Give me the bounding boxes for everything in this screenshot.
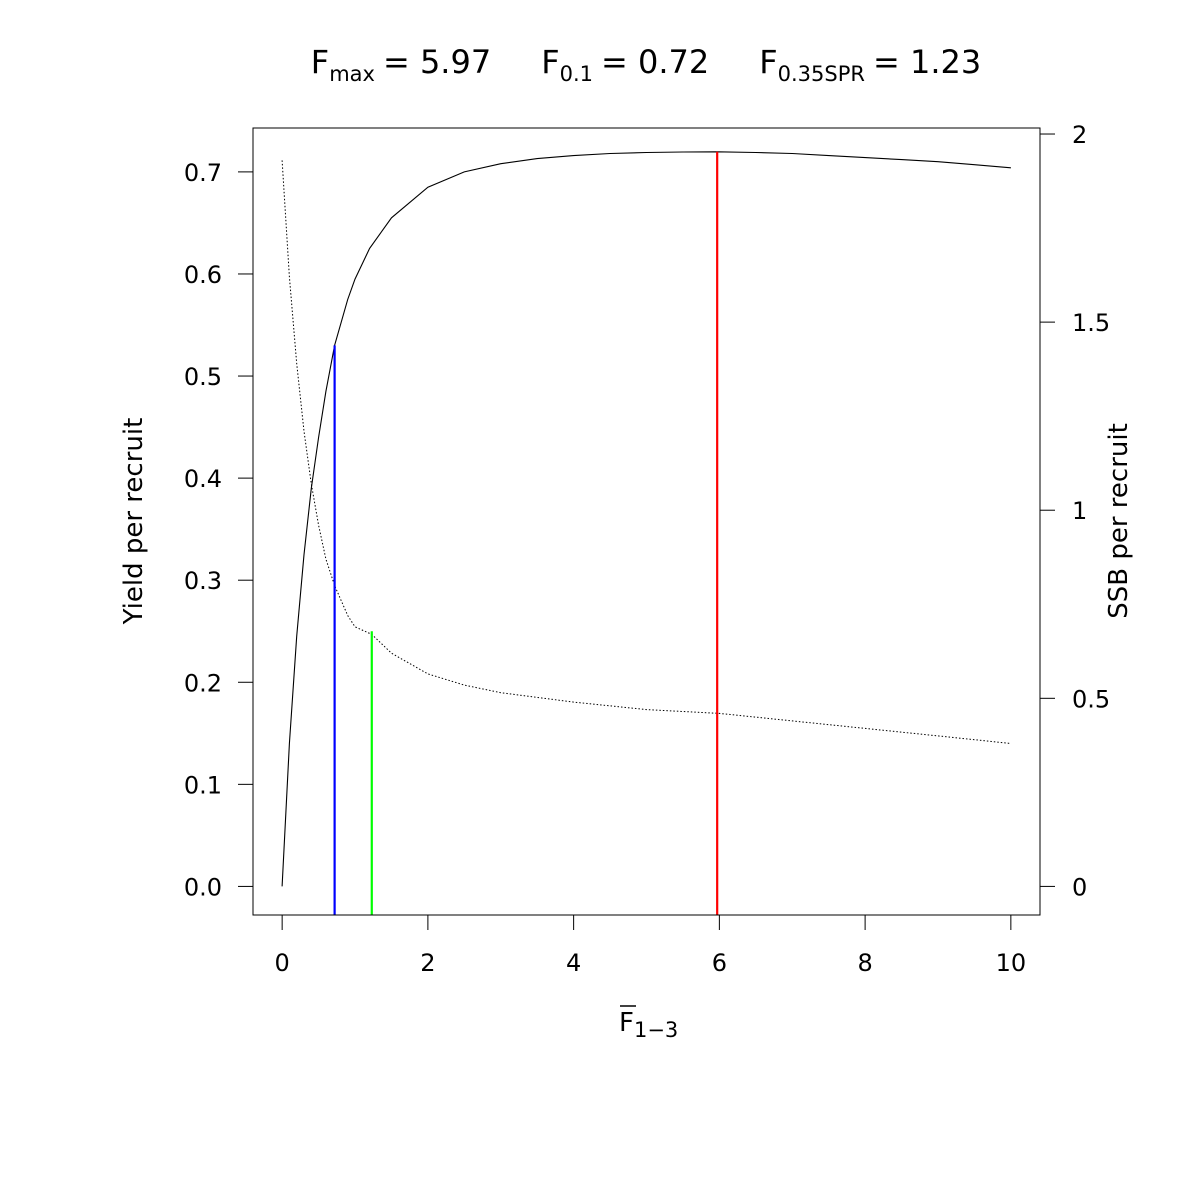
y-tick-label: 0.7 (184, 159, 222, 187)
x-tick-label: 6 (712, 949, 727, 977)
ssb-per-recruit-line (281, 160, 1011, 744)
title-fspr-subscript: 0.35SPR (778, 62, 865, 86)
title-f01-subscript: 0.1 (560, 62, 593, 86)
x-tick-label: 8 (857, 949, 872, 977)
y2-tick-label: 0.5 (1072, 685, 1110, 713)
y-tick-label: 0.4 (184, 465, 222, 493)
x-tick-label: 0 (275, 949, 290, 977)
title-fmax-subscript: max (329, 62, 375, 86)
x-axis-title: F1−3 (619, 1005, 678, 1042)
x-axis-title-symbol: F (619, 1008, 634, 1038)
y-tick-label: 0.1 (184, 771, 222, 799)
y-tick-label: 0.0 (184, 873, 222, 901)
plot-frame (252, 127, 1041, 916)
title-f01-value: = 0.72 (601, 43, 709, 81)
title-f01-symbol: F (541, 43, 559, 81)
title-fspr-value: = 1.23 (873, 43, 981, 81)
y2-tick-label: 1.5 (1072, 309, 1110, 337)
y-axis-title: Yield per recruit (119, 418, 149, 626)
y-tick-label: 0.3 (184, 567, 222, 595)
title-fmax-value: = 5.97 (383, 43, 491, 81)
yield-per-recruit-line (281, 151, 1011, 887)
x-tick-label: 10 (996, 949, 1027, 977)
title-fmax-symbol: F (311, 43, 329, 81)
x-tick-label: 4 (566, 949, 581, 977)
x-tick-label: 2 (420, 949, 435, 977)
y2-tick-label: 2 (1072, 121, 1087, 149)
y2-axis-title: SSB per recruit (1104, 423, 1134, 619)
y2-tick-label: 0 (1072, 873, 1087, 901)
y2-tick-label: 1 (1072, 497, 1087, 525)
title-fspr-symbol: F (759, 43, 777, 81)
x-axis-title-subscript: 1−3 (634, 1018, 678, 1042)
y-tick-label: 0.2 (184, 669, 222, 697)
y-tick-label: 0.6 (184, 261, 222, 289)
chart-title: Fmax = 5.97 F0.1 = 0.72 F0.35SPR = 1.23 (311, 43, 981, 86)
plot-area (281, 151, 1011, 915)
x-axis-title-text: F1−3 (619, 1008, 678, 1042)
y-tick-label: 0.5 (184, 363, 222, 391)
axes: 0 2 4 6 8 10 0.0 0.1 0.2 0.3 0.4 0.5 0.6 0.7 0 0.5 1 1.5 2 (184, 121, 1110, 977)
